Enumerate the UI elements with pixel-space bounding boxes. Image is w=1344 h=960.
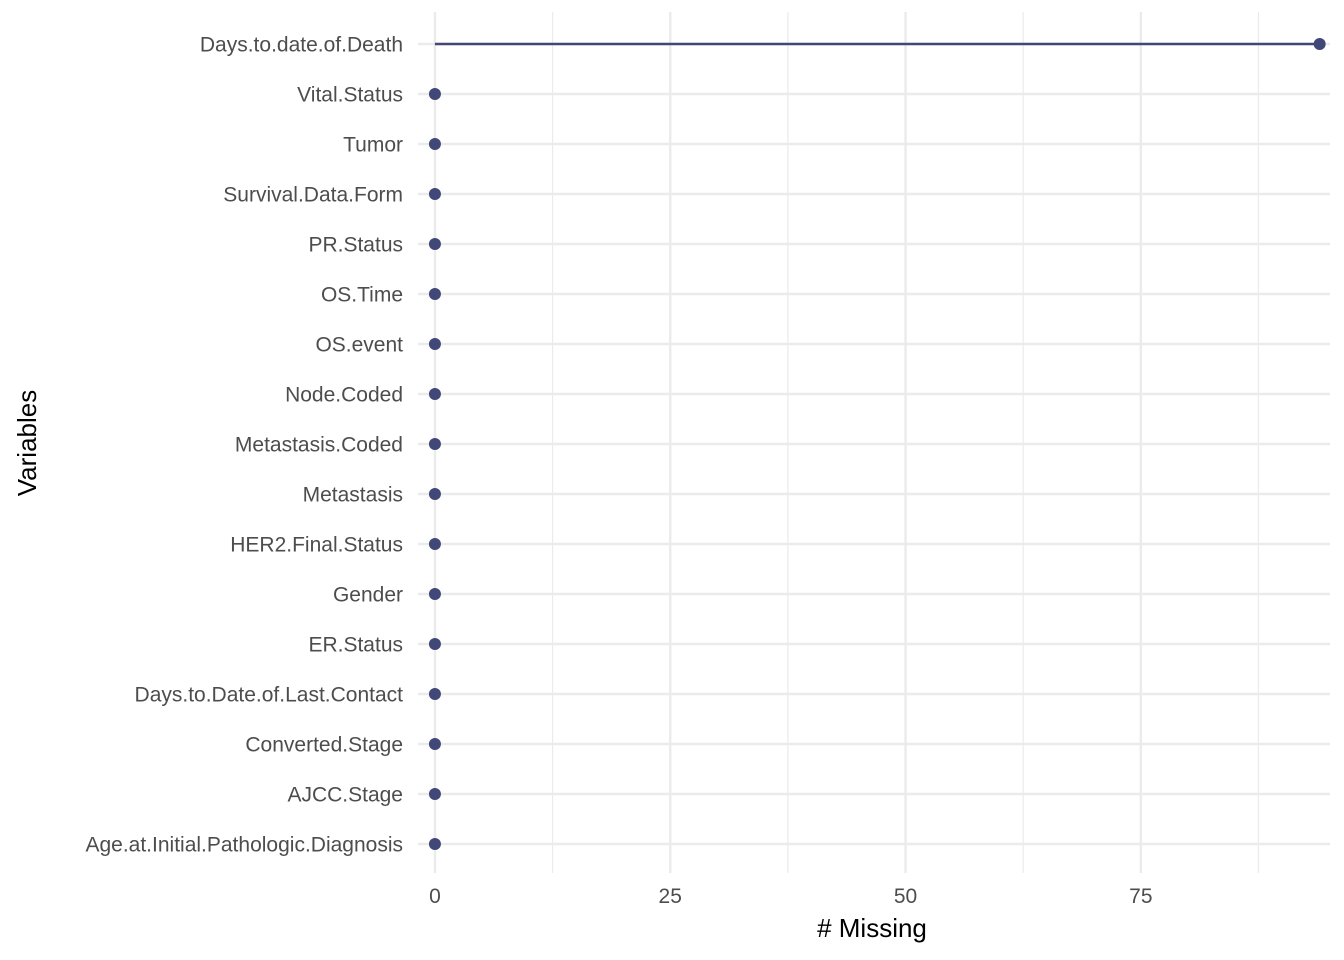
x-tick-labels: 0 25 50 75: [429, 885, 1152, 908]
data-point: [428, 288, 441, 300]
y-tick-label: Metastasis.Coded: [235, 434, 403, 457]
data-point: [428, 688, 441, 700]
major-gridlines: [418, 12, 1330, 873]
data-point: [428, 488, 441, 500]
y-tick-label: Converted.Stage: [245, 734, 403, 757]
x-tick-label: 25: [659, 885, 682, 908]
y-tick-label: Age.at.Initial.Pathologic.Diagnosis: [85, 834, 403, 857]
data-point: [428, 188, 441, 200]
lollipop-stems: [434, 42, 1320, 46]
y-tick-label: AJCC.Stage: [287, 784, 403, 807]
y-tick-label: Tumor: [343, 134, 403, 157]
data-point: [428, 338, 441, 350]
y-tick-label: Survival.Data.Form: [223, 184, 403, 207]
y-axis-title: Variables: [12, 390, 42, 496]
lollipop-points: [428, 38, 1326, 850]
data-point: [428, 238, 441, 250]
y-tick-label: Days.to.Date.of.Last.Contact: [135, 684, 404, 707]
x-tick-label: 50: [894, 885, 917, 908]
data-point: [428, 438, 441, 450]
data-point: [428, 88, 441, 100]
y-tick-label: Days.to.date.of.Death: [200, 34, 403, 57]
x-tick-label: 0: [429, 885, 441, 908]
data-point: [428, 738, 441, 750]
y-tick-label: Vital.Status: [297, 84, 403, 107]
y-tick-label: Node.Coded: [285, 384, 403, 407]
minor-gridlines: [551, 12, 1260, 873]
y-tick-label: Gender: [333, 584, 403, 607]
data-point: [428, 838, 441, 850]
y-tick-label: OS.Time: [321, 284, 403, 307]
data-point: [428, 638, 441, 650]
y-tick-label: ER.Status: [308, 634, 403, 657]
data-point: [428, 588, 441, 600]
x-tick-label: 75: [1129, 885, 1152, 908]
y-tick-label: Metastasis: [303, 484, 403, 507]
data-point: [428, 788, 441, 800]
y-tick-label: PR.Status: [308, 234, 403, 257]
y-tick-label: OS.event: [315, 334, 403, 357]
data-point: [1313, 38, 1326, 50]
y-tick-label: HER2.Final.Status: [230, 534, 403, 557]
data-point: [428, 388, 441, 400]
data-point: [428, 538, 441, 550]
y-tick-labels: Days.to.date.of.Death Vital.Status Tumor Su…: [85, 34, 403, 857]
x-axis-title: # Missing: [817, 913, 927, 943]
data-point: [428, 138, 441, 150]
